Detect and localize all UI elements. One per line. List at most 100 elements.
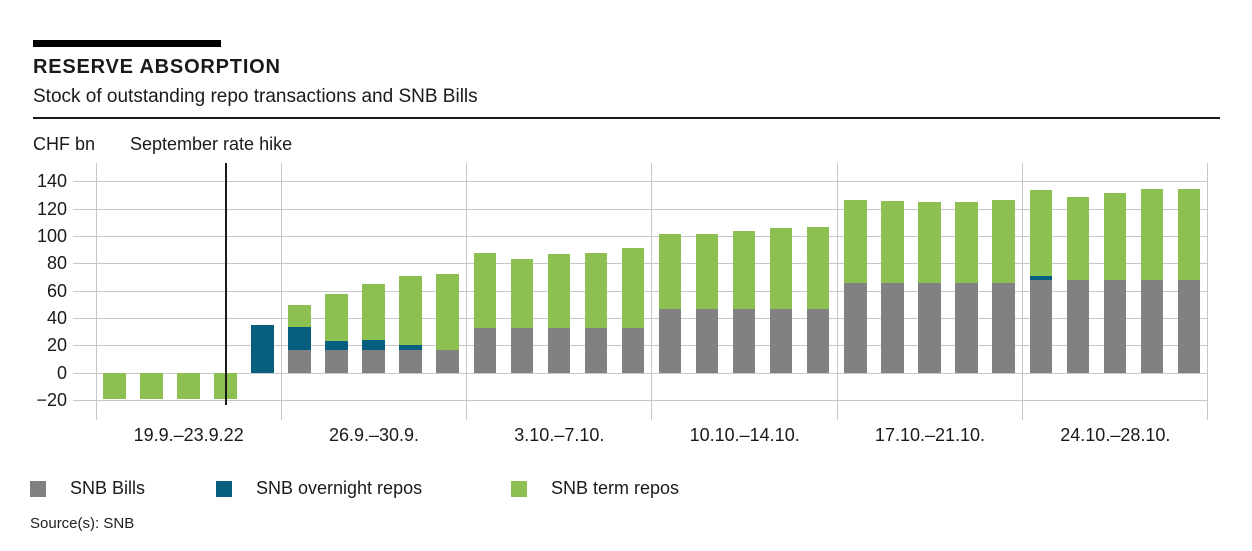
bar-segment (955, 202, 978, 284)
bar-segment (325, 350, 348, 374)
bar-segment (918, 202, 941, 284)
rate-hike-line (225, 163, 227, 405)
bar-segment (695, 233, 719, 310)
bar-segment (436, 273, 459, 351)
y-tick-label: 20 (46, 335, 67, 356)
bar-segment (140, 373, 163, 400)
bar-segment (103, 373, 126, 400)
bar-segment (992, 199, 1015, 284)
y-tick-label: 40 (46, 308, 67, 329)
page-title: RESERVE ABSORPTION (33, 56, 281, 78)
y-tick-label: 140 (36, 171, 67, 192)
bar-segment (547, 328, 571, 374)
bar-segment (399, 344, 422, 351)
annotation-label: September rate hike (130, 134, 293, 154)
bar-segment (399, 275, 422, 345)
week-separator (95, 163, 97, 420)
bar-segment (1029, 190, 1053, 276)
bar-segment (844, 283, 867, 374)
x-tick-label: 24.10.–28.10. (1060, 425, 1171, 445)
bar-segment (881, 201, 904, 284)
bar-segment (288, 350, 311, 374)
bar-segment (732, 309, 756, 374)
bar-segment (695, 309, 719, 374)
bar-segment (325, 340, 348, 351)
bar-segment (621, 328, 645, 374)
bar-segment (806, 227, 830, 310)
page-subtitle: Stock of outstanding repo transactions a… (33, 86, 478, 107)
bar-segment (362, 283, 385, 340)
bar-segment (399, 350, 422, 374)
bar-segment (1066, 280, 1090, 374)
bar-segment (1029, 275, 1053, 280)
week-separator (651, 163, 653, 420)
week-separator (836, 163, 838, 420)
y-tick-label: 60 (46, 280, 67, 301)
bar-segment (881, 283, 904, 374)
bar-segment (251, 324, 274, 374)
bar-segment (436, 350, 459, 374)
bar-segment (1103, 192, 1127, 281)
bar-segment (1177, 280, 1201, 374)
y-tick-label: 100 (36, 226, 67, 247)
bar-segment (473, 253, 497, 329)
x-tick-label: 17.10.–21.10. (874, 425, 986, 445)
bar-segment (844, 199, 867, 284)
bar-segment (806, 309, 830, 374)
bar-segment (621, 247, 645, 329)
week-separator (466, 163, 468, 420)
bar-segment (584, 253, 608, 329)
gridline (73, 400, 1208, 402)
week-separator (1022, 163, 1024, 420)
legend-label: SNB term repos (551, 478, 680, 498)
bar-segment (1103, 280, 1127, 374)
week-separator (280, 163, 282, 420)
bar-segment (955, 283, 978, 374)
bar-segment (732, 231, 756, 310)
legend-item: SNB overnight repos (216, 478, 422, 499)
legend-item: SNB Bills (30, 478, 145, 499)
bar-segment (362, 350, 385, 374)
bar-segment (769, 228, 793, 310)
bar-segment (510, 328, 534, 374)
bar-segment (288, 304, 311, 327)
bar-segment (584, 328, 608, 374)
x-tick-label: 3.10.–7.10. (514, 425, 605, 445)
bar-segment (992, 283, 1015, 374)
bar-segment (325, 294, 348, 341)
bar-segment (1029, 279, 1053, 374)
accent-bar (33, 40, 221, 47)
bar-segment (769, 309, 793, 374)
bar-segment (658, 233, 682, 310)
x-tick-label: 10.10.–14.10. (689, 425, 800, 445)
bar-segment (547, 254, 571, 329)
x-tick-label: 26.9.–30.9. (328, 425, 420, 445)
week-separator (1207, 163, 1209, 420)
bar-segment (1177, 188, 1201, 281)
legend-swatch-icon (216, 480, 232, 497)
legend: SNB Bills SNB overnight repos SNB term rep… (0, 478, 1252, 499)
bar-segment (1066, 197, 1090, 281)
gridline (73, 181, 1208, 183)
bar-segment (362, 339, 385, 351)
y-tick-label: 80 (46, 253, 67, 274)
bar-segment (473, 328, 497, 374)
y-tick-label: 0 (56, 362, 67, 383)
legend-label: SNB Bills (70, 478, 146, 498)
y-tick-label: 120 (36, 198, 67, 219)
y-axis-unit-label: CHF bn (33, 134, 96, 154)
legend-item: SNB term repos (511, 478, 679, 499)
gridline (73, 208, 1208, 210)
legend-swatch-icon (511, 480, 527, 497)
bar-segment (658, 309, 682, 374)
gridline (73, 236, 1208, 238)
gridline (73, 372, 1208, 374)
header-rule (33, 117, 1220, 119)
legend-swatch-icon (30, 480, 46, 497)
source-note: Source(s): SNB (30, 515, 135, 532)
bar-segment (177, 373, 200, 400)
bar-segment (1140, 280, 1164, 374)
x-tick-label: 19.9.–23.9.22 (133, 425, 244, 445)
bar-segment (918, 283, 941, 374)
